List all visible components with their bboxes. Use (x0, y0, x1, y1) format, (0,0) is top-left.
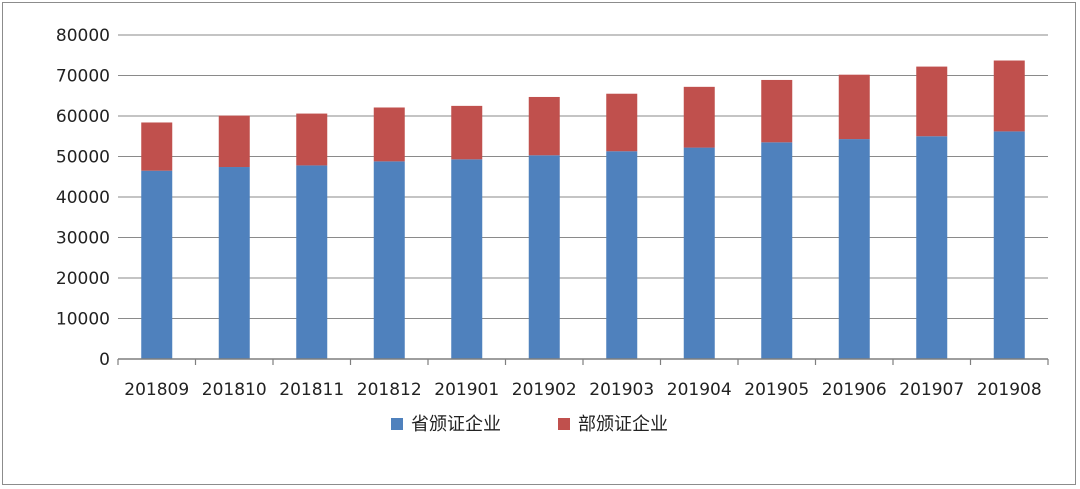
bar-201901-series-0 (451, 159, 483, 359)
y-tick-label: 20000 (56, 269, 110, 289)
bar-201905-series-1 (761, 79, 793, 143)
x-axis-ticks: 201809 201810 201811 201812 201901 201902 2019… (124, 380, 1041, 400)
bar-201809-series-1 (141, 122, 173, 171)
y-tick-label: 40000 (56, 188, 110, 208)
x-tick-label: 201810 (202, 380, 267, 400)
bar-201903-series-0 (606, 151, 638, 359)
bar-201809-series-0 (141, 170, 173, 359)
bar-201810-series-1 (218, 115, 250, 168)
y-tick-label: 30000 (56, 229, 110, 249)
bar-201810-series-0 (218, 167, 250, 359)
bar-201901-series-1 (451, 105, 483, 160)
bars (141, 60, 1025, 359)
bar-201812-series-0 (373, 161, 405, 359)
bar-201811-series-0 (296, 165, 328, 359)
legend-swatch-0 (391, 418, 403, 430)
gridlines (118, 34, 1048, 360)
x-tick-label: 201901 (434, 380, 499, 400)
legend-label-1: 部颁证企业 (578, 414, 668, 435)
y-tick-label: 80000 (56, 26, 110, 46)
x-tick-label: 201812 (357, 380, 422, 400)
y-tick-label: 50000 (56, 148, 110, 168)
bar-201903-series-1 (606, 93, 638, 152)
x-tick-label: 201906 (822, 380, 887, 400)
x-tick-label: 201905 (744, 380, 809, 400)
stacked-bar-chart: 0 10000 20000 30000 40000 50000 60000 70000 8000… (56, 26, 1049, 435)
bar-201907-series-1 (916, 66, 948, 137)
legend: 省颁证企业 部颁证企业 (391, 414, 668, 435)
x-tick-label: 201907 (899, 380, 964, 400)
x-tick-label: 201902 (512, 380, 577, 400)
legend-label-0: 省颁证企业 (411, 414, 501, 435)
bar-201908-series-0 (993, 131, 1025, 359)
bar-201905-series-0 (761, 142, 793, 359)
x-tick-label: 201904 (667, 380, 732, 400)
bar-201811-series-1 (296, 113, 328, 166)
bar-201906-series-1 (838, 74, 870, 140)
x-tick-label: 201809 (124, 380, 189, 400)
x-tick-label: 201811 (279, 380, 344, 400)
x-tick-label: 201903 (589, 380, 654, 400)
bar-201902-series-0 (528, 155, 560, 359)
bar-201812-series-1 (373, 107, 405, 162)
bar-201902-series-1 (528, 96, 560, 156)
legend-swatch-1 (558, 418, 570, 430)
bar-201907-series-0 (916, 136, 948, 359)
x-tick-label: 201908 (977, 380, 1042, 400)
y-tick-label: 60000 (56, 107, 110, 127)
bar-201908-series-1 (993, 60, 1025, 132)
bar-201904-series-1 (683, 86, 715, 148)
y-tick-label: 70000 (56, 67, 110, 87)
y-axis-ticks: 0 10000 20000 30000 40000 50000 60000 70000 8000… (56, 26, 110, 370)
bar-201904-series-0 (683, 147, 715, 359)
bar-201906-series-0 (838, 139, 870, 359)
y-tick-label: 10000 (56, 310, 110, 330)
x-axis (117, 358, 1049, 365)
y-tick-label: 0 (99, 350, 110, 370)
